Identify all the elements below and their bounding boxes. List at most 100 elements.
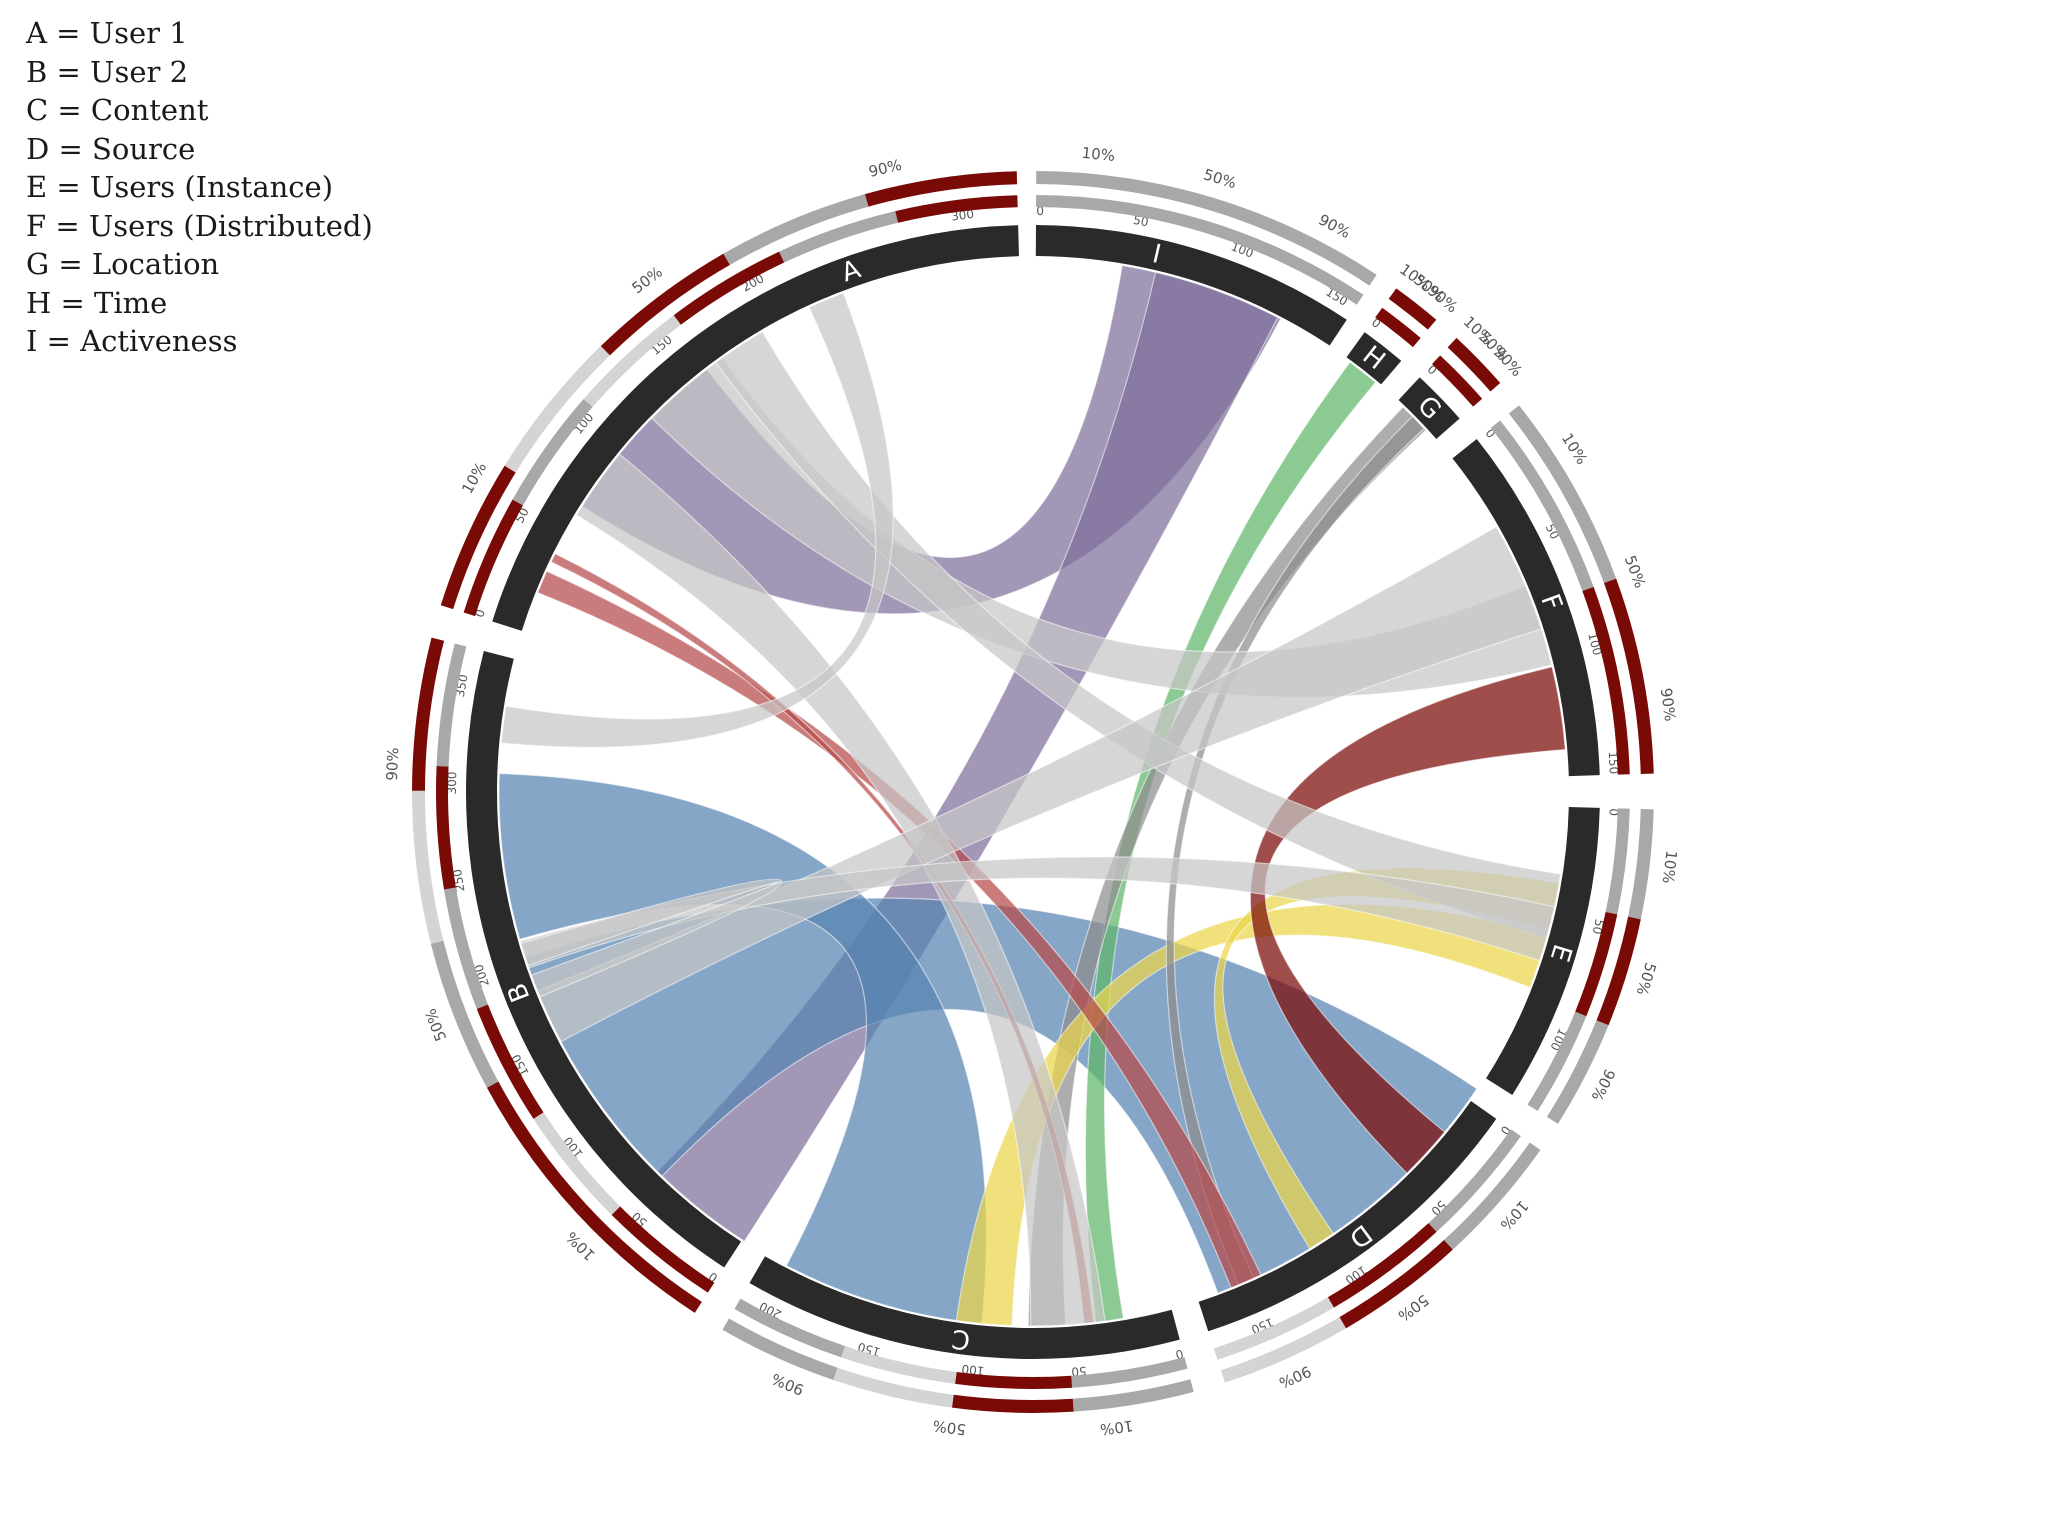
percentile-label: 90% — [1276, 1362, 1314, 1392]
segment-label-c: C — [950, 1323, 972, 1355]
percentile-ring-inner-b — [476, 1004, 544, 1119]
percentile-ring-inner-b — [444, 887, 488, 1009]
percentile-label: 50% — [629, 263, 666, 297]
percentile-ring-outer-c — [722, 1318, 838, 1381]
segment-b — [465, 650, 742, 1268]
percentile-ring-inner-a — [895, 195, 1018, 223]
percentile-ring-outer-g — [1447, 337, 1501, 392]
ribbon-d-g — [1165, 415, 1425, 1286]
percentile-ring-inner-c — [841, 1345, 957, 1384]
percentile-ring-inner-a — [673, 251, 785, 325]
percentile-ring-outer-a — [600, 253, 730, 356]
percentile-ring-outer-c — [833, 1367, 954, 1408]
legend-item-f: F = Users (Distributed) — [26, 208, 373, 243]
percentile-label: 10% — [1558, 430, 1591, 468]
segment-g — [1398, 377, 1460, 439]
percentile-ring-inner-b — [435, 765, 456, 890]
percentile-ring-outer-e — [1628, 808, 1654, 920]
percentile-ring-inner-a — [583, 315, 681, 407]
percentile-ring-inner-c — [1071, 1357, 1188, 1388]
percentile-label: 50% — [1621, 553, 1649, 590]
percentile-ring-outer-b — [412, 637, 445, 791]
segment-d — [1198, 1100, 1497, 1332]
segment-i — [1035, 225, 1347, 346]
percentile-ring-outer-c — [1072, 1379, 1194, 1412]
percentile-label: 10% — [458, 459, 490, 497]
percentile-ring-inner-a — [779, 211, 899, 263]
percentile-ring-outer-d — [1444, 1142, 1541, 1250]
percentile-label: 10% — [562, 1228, 598, 1264]
percentile-ring-outer-e — [1596, 916, 1641, 1026]
percentile-ring-inner-b — [436, 643, 467, 767]
percentile-ring-outer-b — [430, 940, 499, 1088]
percentile-label: 90% — [383, 747, 402, 781]
legend-item-b: B = User 2 — [26, 54, 189, 89]
percentile-ring-outer-h — [1388, 288, 1437, 330]
percentile-ring-outer-b — [412, 790, 444, 944]
percentile-label: 50% — [932, 1416, 967, 1438]
percentile-ring-inner-b — [533, 1112, 621, 1215]
percentile-label: 90% — [867, 156, 904, 181]
percentile-ring-inner-f — [1490, 420, 1594, 591]
percentile-label: 10% — [1081, 144, 1116, 165]
legend-item-e: E = Users (Instance) — [26, 170, 334, 204]
legend-item-a: A = User 1 — [26, 16, 188, 50]
legend-item-c: C = Content — [26, 93, 209, 127]
tick-label: 0 — [1036, 204, 1044, 218]
percentile-ring-outer-i — [1036, 171, 1377, 286]
percentile-label: 50% — [1201, 165, 1238, 192]
percentile-ring-inner-d — [1327, 1223, 1437, 1308]
ribbon-c-h — [1084, 361, 1377, 1323]
percentile-label: 90% — [769, 1370, 807, 1399]
percentile-ring-outer-a — [440, 465, 516, 610]
ribbon-a-c — [575, 453, 1106, 1327]
tick-label: 0 — [1174, 1347, 1185, 1362]
percentile-ring-inner-b — [611, 1206, 715, 1293]
percentile-ring-outer-f — [1508, 405, 1617, 584]
percentile-ring-outer-a — [504, 346, 610, 473]
percentile-label: 90% — [1588, 1066, 1619, 1104]
legend-item-h: H = Time — [26, 285, 168, 320]
ribbon-a-b — [500, 292, 894, 748]
percentile-ring-outer-a — [723, 194, 869, 265]
segment-f — [1452, 439, 1600, 777]
percentile-ring-outer-d — [1339, 1240, 1453, 1329]
segment-a — [492, 225, 1019, 631]
percentile-ring-inner-i — [1036, 195, 1364, 305]
percentile-label: 50% — [421, 1006, 450, 1044]
percentile-ring-inner-h — [1375, 307, 1421, 348]
percentile-ring-inner-e — [1527, 1011, 1587, 1112]
percentile-ring-outer-a — [864, 171, 1018, 207]
percentile-ring-outer-b — [576, 1204, 702, 1313]
legend-item-d: D = Source — [26, 131, 196, 166]
tick-label: 300 — [445, 771, 459, 794]
percentile-ring-inner-a — [512, 399, 593, 506]
percentile-ring-outer-c — [951, 1394, 1074, 1413]
percentile-ring-inner-e — [1575, 911, 1618, 1017]
ribbon-layer — [498, 264, 1566, 1327]
legend-item-g: G = Location — [26, 247, 220, 281]
percentile-ring-inner-c — [955, 1371, 1073, 1389]
percentile-label: 10% — [1099, 1416, 1134, 1438]
segment-c — [749, 1256, 1180, 1359]
percentile-ring-inner-c — [734, 1298, 845, 1358]
percentile-ring-outer-e — [1546, 1020, 1609, 1124]
percentile-label: 50% — [1395, 1291, 1433, 1325]
tick-label: 0 — [1607, 808, 1621, 816]
legend: A = User 1 B = User 2 C = Content D = Sourc… — [26, 14, 373, 361]
percentile-ring-outer-f — [1603, 578, 1654, 774]
ribbon-b-b — [520, 878, 783, 998]
percentile-ring-inner-e — [1605, 808, 1630, 915]
segment-h — [1346, 332, 1402, 385]
percentile-ring-layer: 10% 50% 90% 10% 50% 90% 10% 50% 90% 10% 50% 90% 10% 5… — [383, 144, 1681, 1439]
percentile-ring-inner-d — [1428, 1129, 1521, 1232]
percentile-ring-inner-g — [1431, 355, 1483, 407]
segment-e — [1486, 806, 1600, 1095]
percentile-label: 10% — [1497, 1197, 1533, 1234]
legend-item-i: I = Activeness — [26, 324, 238, 358]
percentile-ring-inner-a — [463, 499, 524, 617]
tick-label: 0 — [472, 608, 488, 620]
percentile-label: 10% — [1659, 849, 1681, 884]
percentile-label: 90% — [1657, 687, 1679, 722]
